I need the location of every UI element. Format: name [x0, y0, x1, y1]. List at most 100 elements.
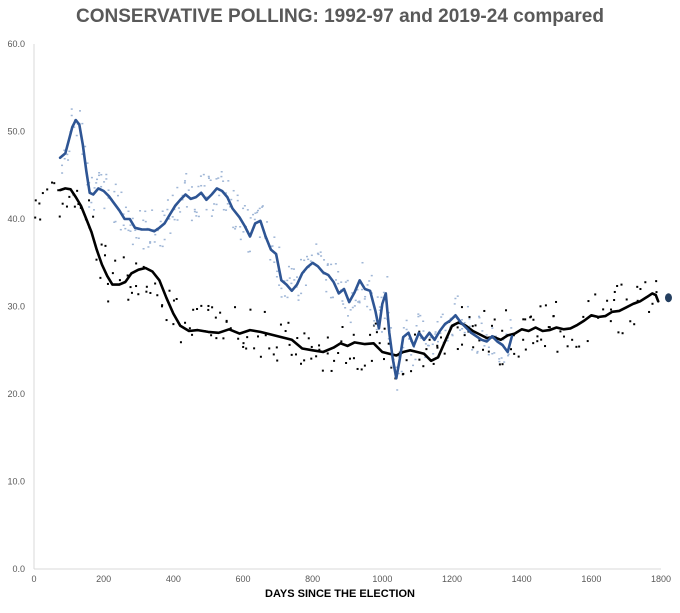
poll-dot-blue	[266, 221, 269, 223]
poll-dot-black	[111, 272, 114, 275]
poll-dot-blue	[95, 182, 98, 184]
poll-dot-black	[555, 300, 558, 303]
poll-dot-black	[156, 294, 159, 297]
poll-dot-blue	[222, 180, 225, 182]
poll-dot-black	[88, 199, 91, 202]
poll-dot-blue	[105, 178, 108, 180]
poll-dot-black	[363, 364, 366, 367]
poll-dot-black	[544, 345, 547, 348]
poll-dot-blue	[236, 194, 239, 197]
poll-dot-black	[210, 334, 213, 337]
poll-dot-blue	[86, 162, 89, 164]
poll-dot-black	[478, 339, 481, 342]
poll-dot-blue	[256, 211, 259, 214]
poll-dot-black	[439, 336, 442, 339]
x-tick-label: 600	[235, 574, 250, 584]
poll-dot-black	[225, 319, 228, 322]
poll-dot-black	[175, 298, 178, 301]
poll-dot-blue	[300, 258, 303, 261]
poll-dot-blue	[283, 280, 286, 282]
poll-dot-blue	[454, 297, 457, 300]
poll-dot-blue	[375, 328, 378, 331]
poll-dot-black	[106, 282, 109, 285]
poll-dot-blue	[378, 306, 381, 308]
poll-dot-blue	[346, 279, 349, 282]
poll-dot-black	[616, 284, 619, 287]
poll-dot-black	[196, 307, 199, 310]
poll-dot-blue	[417, 315, 420, 318]
poll-dot-black	[482, 348, 485, 351]
poll-dot-blue	[269, 258, 272, 261]
poll-dot-blue	[84, 145, 87, 148]
poll-dot-blue	[129, 224, 132, 226]
poll-dot-blue	[370, 274, 373, 277]
poll-dot-black	[34, 216, 37, 219]
poll-dot-blue	[193, 210, 196, 213]
poll-dot-black	[192, 308, 195, 311]
poll-dot-blue	[205, 208, 208, 211]
poll-dot-blue	[337, 270, 340, 273]
poll-dot-black	[460, 306, 463, 309]
poll-dot-blue	[440, 316, 443, 318]
poll-dot-blue	[113, 190, 116, 193]
poll-dot-black	[610, 308, 613, 311]
poll-dot-blue	[337, 282, 340, 285]
poll-dot-blue	[351, 292, 354, 294]
poll-dot-black	[263, 310, 266, 313]
poll-dot-blue	[193, 208, 196, 211]
y-tick-label: 60.0	[7, 39, 25, 49]
poll-dot-blue	[405, 328, 408, 331]
poll-dot-blue	[410, 354, 413, 356]
poll-dot-black	[387, 342, 390, 345]
poll-dot-blue	[179, 211, 182, 213]
poll-dot-black	[566, 345, 569, 348]
poll-dot-black	[38, 202, 41, 205]
poll-dot-blue	[103, 207, 106, 210]
poll-dot-blue	[168, 218, 171, 220]
poll-dot-blue	[293, 279, 296, 281]
poll-dot-blue	[229, 206, 232, 208]
poll-dot-black	[57, 189, 60, 192]
poll-dot-blue	[414, 358, 417, 361]
poll-dot-blue	[353, 305, 356, 307]
poll-dot-blue	[485, 334, 488, 336]
poll-dot-blue	[493, 352, 496, 354]
poll-dot-blue	[310, 254, 313, 257]
poll-dot-black	[149, 291, 152, 294]
poll-dot-blue	[364, 295, 367, 298]
poll-dot-blue	[122, 224, 125, 227]
poll-dot-blue	[161, 245, 164, 248]
poll-dot-blue	[149, 241, 152, 243]
poll-dot-black	[207, 308, 210, 311]
poll-dot-black	[179, 341, 182, 344]
poll-dot-blue	[405, 319, 408, 322]
poll-dot-blue	[149, 242, 152, 244]
poll-dot-blue	[120, 191, 123, 194]
poll-dot-blue	[468, 318, 471, 320]
poll-dot-blue	[386, 276, 389, 278]
poll-dot-black	[425, 348, 428, 351]
poll-dot-black	[629, 320, 632, 323]
poll-dot-blue	[73, 126, 76, 128]
poll-dot-blue	[326, 264, 329, 266]
poll-dot-blue	[446, 339, 449, 342]
poll-dot-blue	[422, 320, 425, 322]
poll-dot-black	[571, 338, 574, 341]
poll-dot-blue	[176, 186, 179, 189]
poll-dot-black	[432, 362, 435, 365]
poll-dot-blue	[278, 246, 281, 249]
poll-dot-blue	[434, 331, 437, 333]
poll-dot-blue	[81, 122, 84, 125]
poll-dot-black	[337, 351, 340, 354]
poll-dot-black	[287, 321, 290, 324]
poll-dot-blue	[334, 263, 337, 265]
poll-dot-black	[142, 265, 145, 268]
poll-dot-blue	[487, 346, 490, 349]
poll-dot-blue	[166, 199, 169, 201]
poll-dot-black	[636, 285, 639, 288]
poll-dot-black	[310, 357, 313, 360]
poll-dot-blue	[114, 183, 117, 186]
poll-dot-blue	[459, 329, 462, 331]
poll-dot-black	[428, 338, 431, 341]
trend-line-black	[58, 187, 660, 363]
